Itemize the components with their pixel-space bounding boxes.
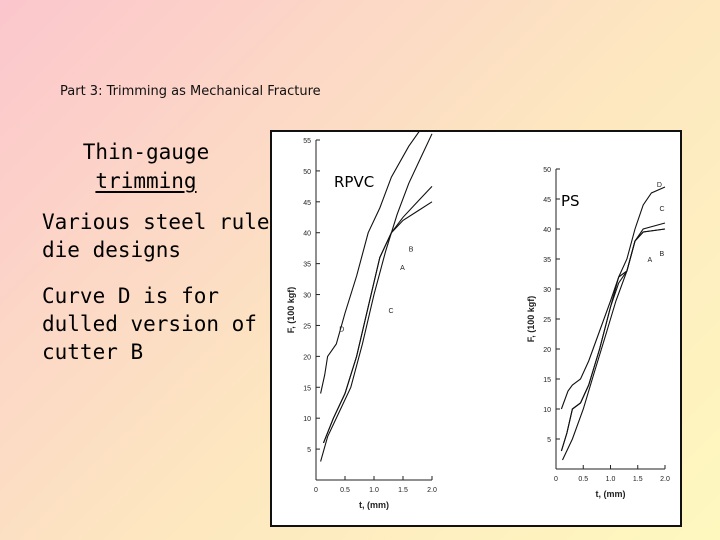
rpvc-x-tick-label: 0 <box>314 487 318 494</box>
rpvc-series-label-b: B <box>409 246 414 253</box>
rpvc-y-axis-label: F, (100 kgf) <box>286 287 296 334</box>
slide-subtitle: Part 3: Trimming as Mechanical Fracture <box>60 84 321 99</box>
rpvc-y-tick-label: 40 <box>303 231 311 238</box>
rpvc-x-tick-label: 1.5 <box>398 487 408 494</box>
rpvc-series-label-a: A <box>400 265 405 272</box>
rpvc-series-line-d <box>320 132 420 394</box>
ps-y-tick-label: 45 <box>543 197 551 204</box>
rpvc-series-label-c: C <box>389 308 394 315</box>
ps-y-tick-label: 30 <box>543 287 551 294</box>
rpvc-y-tick-label: 15 <box>303 385 311 392</box>
rpvc-y-tick-label: 25 <box>303 323 311 330</box>
rpvc-chart-title: RPVC <box>334 173 374 191</box>
ps-x-tick-label: 0.5 <box>578 476 588 483</box>
ps-series-label-c: C <box>660 206 665 213</box>
ps-series-label-a: A <box>648 257 653 264</box>
rpvc-y-tick-label: 5 <box>307 447 311 454</box>
ps-x-tick-label: 0 <box>554 476 558 483</box>
ps-y-tick-label: 5 <box>547 437 551 444</box>
ps-x-tick-label: 1.0 <box>606 476 616 483</box>
rpvc-x-tick-label: 1.0 <box>369 487 379 494</box>
rpvc-y-tick-label: 45 <box>303 200 311 207</box>
rpvc-x-axis-label: t, (mm) <box>359 500 389 510</box>
ps-y-axis-label: F, (100 kgf) <box>526 296 536 343</box>
ps-y-tick-label: 40 <box>543 227 551 234</box>
ps-y-tick-label: 10 <box>543 407 551 414</box>
ps-y-tick-label: 25 <box>543 317 551 324</box>
ps-chart-title: PS <box>561 192 580 210</box>
bullet-item: Various steel rule die designs <box>42 210 270 262</box>
rpvc-series-line-b <box>322 186 433 444</box>
heading-line-2: trimming <box>95 169 197 193</box>
rpvc-y-tick-label: 20 <box>303 354 311 361</box>
ps-series-label-b: B <box>660 251 665 258</box>
bullet-list: Various steel rule die designs Curve D i… <box>42 208 272 384</box>
rpvc-y-tick-label: 10 <box>303 416 311 423</box>
rpvc-y-tick-label: 30 <box>303 293 311 300</box>
rpvc-series-label-d: D <box>339 327 344 334</box>
rpvc-y-tick-label: 50 <box>303 169 311 176</box>
ps-x-tick-label: 1.5 <box>633 476 643 483</box>
rpvc-series-line-c <box>320 133 433 462</box>
rpvc-x-tick-label: 2.0 <box>427 487 437 494</box>
rpvc-x-tick-label: 0.5 <box>340 487 350 494</box>
ps-y-tick-label: 15 <box>543 377 551 384</box>
bullet-item: Curve D is for dulled version of cutter … <box>42 284 257 364</box>
ps-series-label-d: D <box>657 182 662 189</box>
ps-y-tick-label: 20 <box>543 347 551 354</box>
ps-x-axis-label: t, (mm) <box>596 489 626 499</box>
ps-series-line-d <box>560 186 666 410</box>
heading-line-1: Thin-gauge <box>82 140 210 164</box>
ps-series-line-c <box>562 222 666 461</box>
ps-x-tick-label: 2.0 <box>660 476 670 483</box>
slide-heading: Thin-gauge trimming <box>52 138 240 196</box>
ps-y-tick-label: 50 <box>543 167 551 174</box>
rpvc-y-tick-label: 55 <box>303 138 311 145</box>
ps-y-tick-label: 35 <box>543 257 551 264</box>
rpvc-series-line-a <box>322 201 433 444</box>
chart-panel: 5 10 15 20 25 30 35 40 45 50 55 0 0.5 1.0 1.5 2.0 t, (mm… <box>270 130 682 527</box>
rpvc-y-tick-label: 35 <box>303 262 311 269</box>
